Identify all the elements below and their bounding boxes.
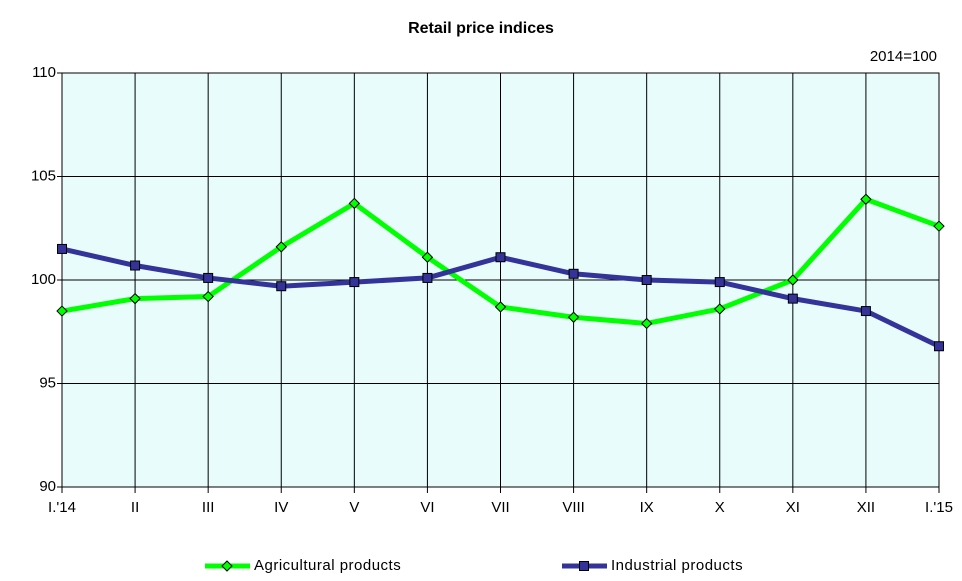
data-point bbox=[933, 220, 945, 232]
data-point bbox=[934, 341, 944, 352]
x-tick-label: I.'15 bbox=[925, 499, 953, 516]
data-point bbox=[276, 281, 287, 292]
x-tick-label: IV bbox=[274, 499, 288, 516]
legend-marker bbox=[221, 560, 233, 572]
x-tick-label: VII bbox=[491, 499, 509, 516]
y-tick-label: 95 bbox=[39, 374, 56, 391]
data-point bbox=[494, 301, 507, 313]
data-point bbox=[275, 241, 287, 253]
x-tick-label: I.'14 bbox=[48, 499, 76, 516]
x-tick-label: VIII bbox=[562, 499, 585, 516]
data-point bbox=[495, 252, 506, 263]
data-point bbox=[348, 197, 361, 210]
data-point bbox=[567, 311, 580, 323]
data-point bbox=[57, 243, 67, 254]
data-point bbox=[422, 272, 433, 283]
x-tick-label: XII bbox=[857, 499, 875, 516]
legend-label: Industrial products bbox=[611, 557, 743, 574]
data-point bbox=[714, 277, 725, 288]
data-point bbox=[568, 268, 579, 279]
data-point bbox=[860, 306, 871, 317]
data-point bbox=[349, 277, 360, 288]
data-point bbox=[714, 303, 726, 315]
x-tick-label: VI bbox=[420, 499, 434, 516]
data-point bbox=[787, 274, 799, 286]
y-tick-label: 110 bbox=[32, 64, 56, 81]
data-point bbox=[203, 272, 214, 283]
data-point bbox=[787, 293, 798, 304]
x-tick-label: X bbox=[715, 499, 725, 516]
y-tick-label: 105 bbox=[31, 167, 56, 184]
data-point bbox=[421, 251, 434, 263]
x-tick-label: II bbox=[131, 499, 139, 516]
plot-border bbox=[61, 72, 940, 488]
y-tick-label: 100 bbox=[31, 271, 56, 288]
x-tick-label: V bbox=[349, 499, 359, 516]
data-point bbox=[129, 292, 141, 305]
data-point bbox=[130, 260, 141, 271]
legend-marker bbox=[579, 561, 589, 571]
data-point bbox=[202, 290, 214, 303]
data-point bbox=[641, 275, 652, 285]
chart-title: Retail price indices bbox=[408, 20, 554, 37]
legend-label: Agricultural products bbox=[254, 557, 401, 574]
x-tick-label: III bbox=[202, 499, 215, 516]
data-point bbox=[860, 193, 872, 205]
y-tick-label: 90 bbox=[39, 478, 56, 495]
x-tick-label: XI bbox=[786, 499, 800, 516]
x-tick-label: IX bbox=[640, 499, 654, 516]
data-point bbox=[56, 305, 68, 317]
annotation: 2014=100 bbox=[870, 48, 937, 65]
data-point bbox=[640, 317, 653, 330]
